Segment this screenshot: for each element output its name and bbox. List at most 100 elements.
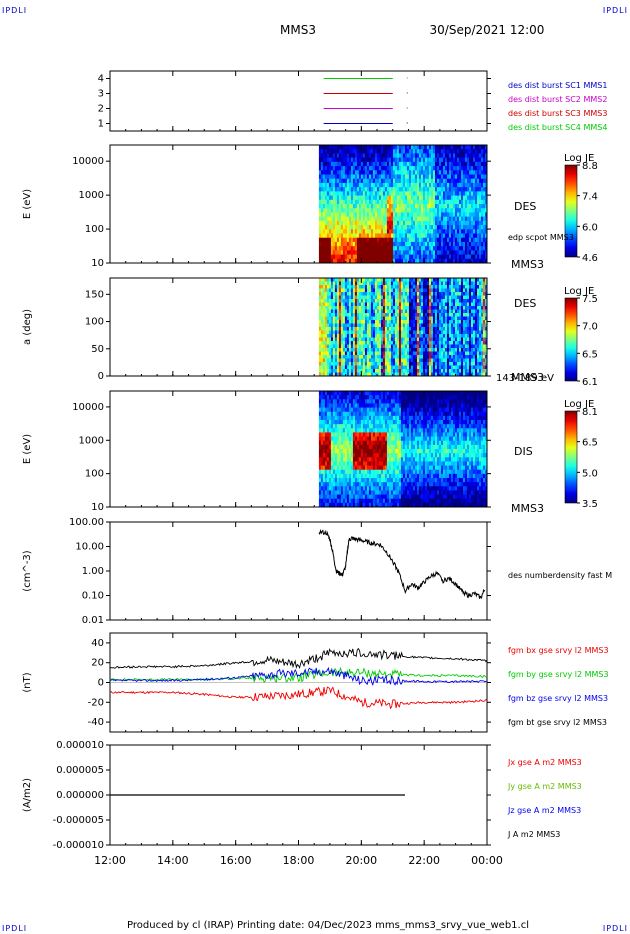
des-energy-panel-cell: [326, 153, 330, 159]
des-energy-panel-cell: [485, 145, 488, 150]
des-pitch-panel-cell: [481, 365, 484, 370]
des-pitch-panel-cell: [380, 369, 384, 373]
des-energy-panel-cell: [356, 233, 360, 239]
des-pitch-panel-cell: [481, 295, 484, 300]
des-pitch-panel-cell: [328, 334, 332, 338]
des-energy-panel-cell: [400, 233, 404, 239]
des-pitch-panel-cell: [328, 348, 332, 352]
des-pitch-panel-cell: [386, 288, 390, 293]
des-energy-panel-cell: [424, 204, 428, 209]
des-pitch-panel-cell: [368, 355, 372, 359]
des-energy-panel-cell: [468, 246, 472, 251]
des-pitch-panel-cell: [362, 313, 366, 317]
des-pitch-panel-cell: [402, 365, 406, 370]
des-energy-panel-cell: [477, 178, 480, 184]
des-pitch-panel-cell: [344, 309, 348, 314]
des-pitch-panel-cell: [380, 341, 384, 345]
des-energy-panel-cell: [426, 149, 430, 154]
des-pitch-panel-cell: [398, 309, 402, 314]
des-pitch-panel-cell: [384, 313, 388, 317]
availability-dot: [406, 107, 408, 109]
des-pitch-panel-cell: [356, 323, 360, 328]
des-energy-panel-cell: [418, 174, 422, 180]
des-pitch-panel-cell: [320, 320, 324, 324]
des-pitch-panel-cell: [358, 330, 362, 335]
des-energy-panel-cell: [406, 187, 410, 192]
des-pitch-panel-cell: [394, 330, 398, 335]
des-energy-panel-cell: [454, 216, 458, 222]
des-pitch-panel-cell: [368, 337, 372, 342]
des-pitch-panel-cell: [408, 372, 412, 377]
des-energy-panel-cell: [440, 145, 444, 150]
des-energy-panel-cell: [468, 208, 472, 213]
des-energy-panel-cell: [428, 182, 432, 188]
des-energy-panel-cell: [474, 250, 478, 255]
des-pitch-panel-cell: [388, 302, 392, 307]
des-pitch-panel-cell: [348, 358, 352, 363]
des-pitch-panel-cell: [346, 372, 350, 377]
des-energy-panel-cell: [416, 149, 420, 154]
des-energy-panel-cell: [362, 216, 366, 222]
des-energy-panel-cell: [360, 157, 364, 163]
des-pitch-panel-cell: [344, 323, 348, 328]
des-pitch-panel-cell: [372, 337, 376, 342]
des-energy-panel-cell: [412, 170, 416, 175]
des-pitch-panel-cell: [392, 302, 396, 307]
des-energy-panel-cell: [328, 178, 332, 184]
des-pitch-panel-cell: [452, 323, 456, 328]
des-pitch-panel-cell: [479, 369, 482, 373]
des-pitch-panel-cell: [416, 323, 420, 328]
des-pitch-panel-cell: [340, 362, 344, 366]
des-pitch-panel-cell: [368, 344, 372, 349]
des-pitch-panel-cell: [334, 341, 338, 345]
des-energy-panel-cell: [444, 220, 448, 226]
des-energy-panel-cell: [374, 258, 378, 264]
des-energy-panel-cell: [340, 157, 344, 163]
des-energy-panel-cell: [422, 237, 426, 243]
des-energy-panel-cell: [434, 216, 438, 222]
des-pitch-panel-cell: [462, 281, 466, 286]
des-pitch-panel-cell: [358, 281, 362, 286]
des-energy-panel-cell: [422, 174, 426, 180]
des-pitch-panel-cell: [414, 313, 418, 317]
des-pitch-panel-cell: [346, 316, 350, 321]
des-pitch-panel-cell: [386, 309, 390, 314]
des-pitch-panel-cell: [388, 365, 392, 370]
des-energy-panel-cell: [410, 250, 414, 255]
des-pitch-panel-cell: [400, 316, 404, 321]
des-energy-panel-cell: [376, 161, 380, 167]
des-energy-panel-cell: [446, 195, 450, 201]
des-pitch-panel-cell: [334, 323, 338, 328]
des-pitch-panel-cell: [360, 358, 364, 363]
des-energy-panel-cell: [368, 258, 372, 264]
des-pitch-panel-cell: [472, 309, 476, 314]
des-energy-panel-cell: [472, 233, 476, 239]
des-pitch-panel-cell: [372, 323, 376, 328]
des-energy-panel-cell: [406, 170, 410, 175]
des-pitch-panel-cell: [356, 309, 360, 314]
des-pitch-panel-cell: [392, 344, 396, 349]
des-energy-panel-cell: [388, 157, 392, 163]
footer-text: Produced by cl (IRAP) Printing date: 04/…: [127, 920, 529, 931]
des-pitch-panel-cell: [376, 285, 380, 289]
des-energy-panel-cell: [422, 212, 426, 218]
des-pitch-panel-cell: [408, 309, 412, 314]
des-pitch-panel-cell: [358, 285, 362, 289]
des-energy-panel-cell: [378, 195, 382, 201]
des-energy-panel-cell: [380, 241, 384, 247]
des-energy-panel-cell: [382, 145, 386, 150]
des-energy-panel-cell: [416, 157, 420, 163]
des-pitch-panel-cell: [382, 320, 386, 324]
des-pitch-panel-cell: [412, 327, 416, 331]
dis-energy-panel-cell: [320, 457, 324, 462]
des-energy-panel-cell: [440, 246, 444, 251]
des-pitch-panel-cell: [322, 302, 326, 307]
des-pitch-panel-cell: [474, 313, 478, 317]
des-energy-panel-cell: [446, 246, 450, 251]
des-energy-panel-cell: [434, 204, 438, 209]
des-pitch-panel-cell: [362, 316, 366, 321]
des-energy-panel-cell: [354, 246, 358, 251]
des-energy-panel-cell: [452, 237, 456, 243]
des-pitch-panel-cell: [470, 292, 474, 296]
des-energy-panel-cell: [450, 220, 454, 226]
